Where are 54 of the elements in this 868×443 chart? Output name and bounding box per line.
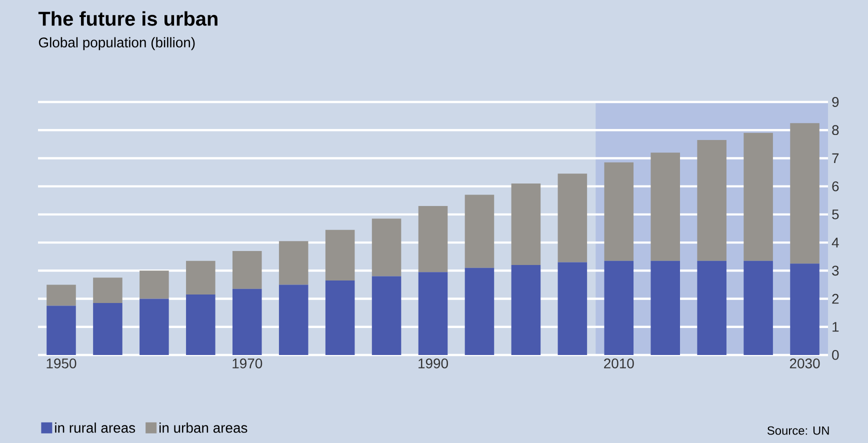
y-tick-label: 2	[832, 294, 839, 304]
y-tick-label: 8	[832, 125, 839, 136]
y-tick-label: 5	[832, 210, 839, 220]
source-note: Source: UN	[767, 426, 829, 435]
bar	[558, 262, 588, 355]
y-tick-label: 3	[832, 266, 839, 276]
bar	[186, 260, 216, 295]
bar	[372, 218, 402, 276]
bar	[697, 140, 726, 261]
bar	[558, 174, 588, 262]
bar	[790, 123, 820, 264]
bar	[93, 278, 122, 303]
chart-title: The future is urban	[38, 11, 218, 26]
bar	[744, 132, 773, 261]
bar	[278, 284, 308, 355]
y-tick-label: 6	[832, 181, 839, 192]
x-tick-label: 2030	[790, 358, 820, 368]
bar	[604, 260, 634, 355]
bar	[418, 272, 448, 355]
bar	[46, 306, 76, 355]
bar	[511, 265, 541, 355]
bar	[46, 284, 76, 306]
x-tick-label: 1950	[46, 358, 76, 368]
bar	[278, 241, 308, 285]
bar	[650, 152, 680, 261]
x-tick-label: 2010	[604, 358, 634, 368]
y-tick-label: 0	[832, 350, 839, 360]
bar	[511, 184, 541, 266]
bar	[418, 206, 448, 272]
x-tick-label: 1970	[232, 358, 262, 368]
x-tick-label: 1990	[418, 358, 448, 368]
bar	[325, 280, 355, 355]
bar	[325, 230, 355, 280]
bar	[604, 162, 634, 261]
y-tick-label: 9	[832, 97, 839, 107]
y-tick-label: 7	[832, 153, 839, 164]
bar	[186, 294, 216, 355]
bar	[464, 194, 494, 268]
legend-label: in urban areas	[160, 422, 248, 433]
bar	[790, 264, 820, 355]
bar	[232, 250, 262, 289]
bar	[697, 260, 726, 355]
bar	[650, 260, 680, 355]
legend-label: in rural areas	[55, 422, 136, 433]
chart-subtitle: Global population (billion)	[38, 37, 195, 50]
bar	[140, 298, 169, 355]
y-tick-label: 4	[832, 238, 839, 248]
bar	[464, 268, 494, 355]
bar	[93, 302, 122, 355]
bar	[372, 276, 402, 355]
y-tick-label: 1	[832, 322, 839, 332]
bar	[232, 288, 262, 355]
bar	[140, 270, 169, 299]
bar	[744, 260, 773, 355]
